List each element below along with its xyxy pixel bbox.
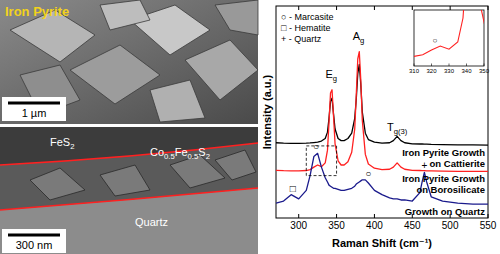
text-part: E: [325, 68, 332, 80]
crystal: [30, 168, 85, 200]
subscript: g: [360, 36, 364, 45]
x-tick-label: 550: [480, 220, 497, 231]
scale-bar: [8, 102, 60, 105]
inset-plot-area: [414, 10, 484, 58]
scale-bar-label: 1 µm: [22, 107, 47, 119]
series-line: [276, 64, 488, 145]
crystal: [100, 165, 150, 196]
subscript: 0.5: [164, 152, 175, 161]
subscript: g: [333, 74, 337, 83]
plot-area: [276, 52, 488, 205]
phase-marker: ○: [365, 168, 371, 179]
sem-image-bottom: [0, 127, 258, 254]
crystal: [215, 0, 258, 35]
inset-x-tick-label: 320: [426, 68, 437, 74]
boundary: [0, 188, 258, 210]
subscript: 0.5: [188, 152, 199, 161]
x-tick: [488, 214, 489, 218]
inset-x-tick-label: 340: [461, 68, 472, 74]
crystal: [215, 150, 256, 180]
x-tick: [336, 214, 337, 218]
peak-label: Eg: [325, 68, 337, 83]
x-tick: [450, 6, 451, 10]
inset-series-line: [414, 10, 484, 58]
inset-x-tick-label: 310: [409, 68, 420, 74]
inset-x-tick-label: 330: [444, 68, 455, 74]
panel-title: Iron Pyrite: [5, 4, 69, 19]
series-label-line: on Borosilicate: [416, 184, 485, 195]
subscript: 2: [70, 142, 74, 151]
scale-bar-box: [2, 97, 66, 121]
inset-x-tick: [431, 64, 432, 67]
layer-label: Co0.5Fe0.5S2: [150, 146, 210, 161]
x-tick: [374, 6, 375, 10]
x-tick: [298, 214, 299, 218]
series-label-line: on Cattierite: [430, 158, 485, 169]
x-tick-label: 400: [366, 220, 383, 231]
x-tick-label: 300: [290, 220, 307, 231]
inset-x-tick: [414, 64, 415, 67]
text-part: FeS: [50, 136, 70, 148]
inset-x-tick-label: 350: [479, 68, 490, 74]
scale-bar: [8, 234, 60, 237]
y-axis-label: Intensity (a.u.): [261, 74, 273, 149]
layer-label: Quartz: [135, 216, 168, 228]
plot-frame: [276, 6, 488, 218]
series-label-line: Growth on Quartz: [405, 206, 485, 217]
crystal: [70, 45, 160, 104]
inset-x-tick: [484, 64, 485, 67]
inset-x-tick: [466, 64, 467, 67]
x-tick-label: 350: [328, 220, 345, 231]
x-tick: [374, 214, 375, 218]
peak-label: Tg(3): [387, 121, 408, 136]
boundary: [0, 143, 258, 165]
text-part: Co: [150, 146, 164, 158]
series-line: [276, 52, 488, 172]
x-tick: [336, 6, 337, 10]
phase-marker: +: [421, 160, 427, 171]
crystal: [185, 40, 258, 100]
inset-phase-marker: ○: [433, 36, 438, 45]
figure: Iron Pyrite1 µmFeS2Co0.5Fe0.5S2Quartz300…: [0, 0, 500, 254]
sem-image-top: [0, 0, 258, 124]
inset-background: [414, 10, 484, 66]
x-tick: [488, 6, 489, 10]
crystal: [100, 0, 150, 30]
crystal: [150, 80, 205, 122]
x-tick: [412, 6, 413, 10]
x-axis-label: Raman Shift (cm⁻¹): [332, 237, 432, 249]
text-part: Quartz: [135, 216, 168, 228]
film-region: [0, 143, 258, 210]
scale-bar-box: [2, 229, 66, 253]
series-label: Growth on Quartz: [405, 206, 485, 217]
series-label-line: Iron Pyrite Growth: [402, 173, 485, 184]
series-line: [276, 153, 488, 204]
scale-bar-label: 300 nm: [16, 239, 53, 251]
series-label: Iron Pyrite Growthon Borosilicate: [402, 173, 485, 195]
x-tick-label: 450: [404, 220, 421, 231]
subscript: 2: [206, 152, 210, 161]
zoom-box: [306, 146, 336, 176]
peak-label: Ag: [353, 30, 365, 45]
legend-entry: + - Quartz: [281, 34, 322, 44]
inset-x-tick: [449, 64, 450, 67]
layer-label: FeS2: [50, 136, 74, 151]
text-part: Fe: [175, 146, 188, 158]
series-label-line: Iron Pyrite Growth: [402, 147, 485, 158]
legend-entry: ○ - Marcasite: [281, 12, 333, 22]
subscript: g(3): [394, 127, 408, 136]
x-tick: [298, 6, 299, 10]
phase-marker: ○: [313, 141, 319, 152]
phase-marker: □: [290, 183, 296, 194]
legend-entry: □ - Hematite: [281, 23, 330, 33]
x-tick-label: 500: [442, 220, 459, 231]
series-label: Iron Pyrite Growthon Cattierite: [402, 147, 485, 169]
text-part: S: [198, 146, 205, 158]
